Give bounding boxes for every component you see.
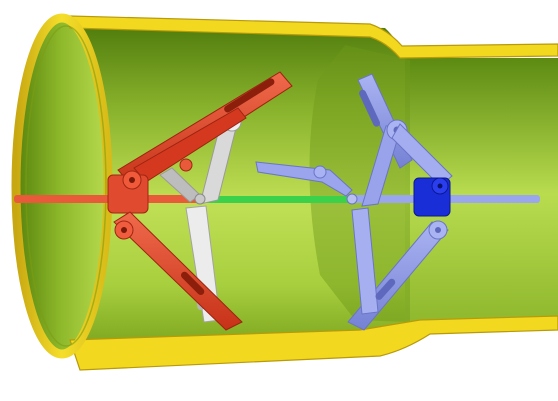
blue-tall-arm-slot: [359, 89, 381, 127]
red-upper-arm-slot: [224, 78, 275, 113]
blue-hub-joint-hole: [437, 183, 443, 189]
axis-segment-green: [200, 196, 352, 203]
axis-collar-right: [346, 193, 358, 205]
pipe-narrow-interior: [390, 58, 558, 330]
blue-arm-joint: [313, 165, 327, 179]
red-lower-slot: [181, 271, 205, 295]
central-axis: [14, 195, 540, 203]
pipe-top-wall: [69, 15, 558, 59]
blue-upper-left-arm: [255, 161, 353, 197]
axis-collar-left: [194, 193, 206, 205]
pipe-rim-inner-edge: [25, 25, 107, 347]
pipe: [11, 13, 558, 371]
blue-linkage-module: [255, 73, 453, 331]
axis-segment-red: [14, 195, 200, 203]
pipe-open-end-face: [18, 20, 106, 352]
red-hub-joint-top-hole: [129, 177, 135, 183]
red-linkage-module: [107, 71, 293, 331]
red-lower-joint-hole: [121, 227, 127, 233]
pipe-wide-interior: [62, 22, 405, 350]
blue-lower-slot: [375, 278, 396, 300]
pipe-bottom-wall: [69, 315, 558, 371]
red-lower-long-arm: [113, 211, 243, 331]
blue-lower-link: [351, 207, 379, 315]
red-small-joint: [179, 158, 193, 172]
blue-lower-joint-hole: [435, 227, 441, 233]
